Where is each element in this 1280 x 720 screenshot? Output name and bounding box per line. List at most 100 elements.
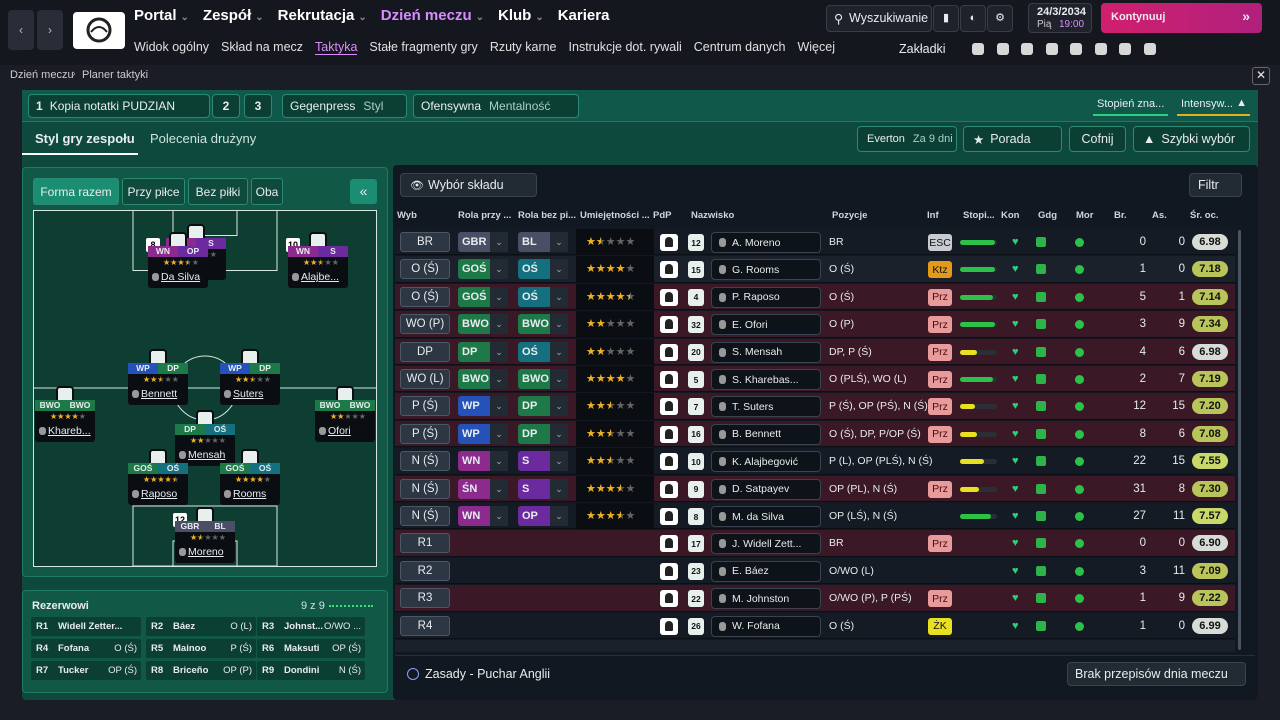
submenu-item[interactable]: Skład na mecz xyxy=(221,40,304,54)
info-badge[interactable]: Prz xyxy=(928,480,952,498)
info-badge[interactable]: Prz xyxy=(928,425,952,443)
selection-pill[interactable]: P (Ś) xyxy=(400,396,450,417)
selection-pill[interactable]: R2 xyxy=(400,560,450,581)
menu-item[interactable]: Kariera xyxy=(557,7,610,24)
name-box[interactable]: D. Satpayev xyxy=(711,478,821,500)
tactic-slot[interactable]: 2 xyxy=(212,94,240,118)
pitch-tab[interactable]: Oba xyxy=(251,178,283,205)
submenu-item[interactable]: Taktyka xyxy=(315,40,358,55)
info-badge[interactable]: Prz xyxy=(928,316,952,334)
selection-pill[interactable]: R3 xyxy=(400,588,450,609)
profile-icon[interactable] xyxy=(660,234,678,251)
name-box[interactable]: W. Fofana xyxy=(711,615,821,637)
quick-icon[interactable] xyxy=(1094,43,1107,55)
quick-icon[interactable] xyxy=(1021,43,1033,55)
name-box[interactable]: E. Ofori xyxy=(711,314,821,336)
column-header[interactable]: Rola bez pi... xyxy=(518,210,577,221)
menu-item[interactable]: Portal ⌄ xyxy=(134,7,189,24)
reserve-row[interactable]: R5 Mainoo P (Ś) xyxy=(146,639,256,658)
mentality-select[interactable]: Ofensywna Mentalność xyxy=(413,94,579,118)
table-row[interactable]: R3 22 M. Johnston O/WO (P), P (PŚ) Prz ♥ 1 9 7.2… xyxy=(395,585,1235,612)
name-box[interactable]: S. Mensah xyxy=(711,341,821,363)
name-box[interactable]: J. Widell Zett... xyxy=(711,533,821,555)
table-row[interactable]: R2 23 E. Báez O/WO (L) ♥ 3 11 7.09 xyxy=(395,557,1235,585)
info-badge[interactable]: Prz xyxy=(928,288,952,306)
profile-icon[interactable] xyxy=(660,398,678,416)
breadcrumb[interactable]: Dzień meczu xyxy=(10,69,74,81)
profile-icon[interactable] xyxy=(660,316,678,334)
selection-pill[interactable]: P (Ś) xyxy=(400,423,450,444)
tactic-slot[interactable]: 3 xyxy=(244,94,272,118)
style-select[interactable]: Gegenpress Styl xyxy=(282,94,407,118)
column-header[interactable]: Umiejętności ... xyxy=(580,210,650,221)
name-box[interactable]: A. Moreno xyxy=(711,232,821,253)
name-box[interactable]: G. Rooms xyxy=(711,259,821,281)
profile-icon[interactable] xyxy=(660,371,678,388)
close-button[interactable]: ✕ xyxy=(1252,67,1270,85)
regulations-button[interactable]: Brak przepisów dnia meczu xyxy=(1067,662,1246,686)
collapse-button[interactable]: « xyxy=(350,179,377,204)
table-row[interactable]: R4 26 W. Fofana O (Ś) ŻK ♥ 1 0 6.99 xyxy=(395,612,1235,639)
quick-icon[interactable] xyxy=(1119,43,1131,55)
profile-icon[interactable] xyxy=(660,535,678,553)
column-header[interactable]: PdP xyxy=(653,210,672,221)
toolbar-icon[interactable]: ◐ xyxy=(960,5,986,32)
pitch-tab[interactable]: Forma razem xyxy=(33,178,119,205)
tab[interactable]: Polecenia drużyny xyxy=(150,131,257,146)
submenu-item[interactable]: Widok ogólny xyxy=(134,40,210,54)
name-box[interactable]: P. Raposo xyxy=(711,286,821,308)
profile-icon[interactable] xyxy=(660,261,678,279)
column-header[interactable]: As. xyxy=(1152,210,1167,221)
quick-icon[interactable] xyxy=(972,43,984,55)
pitch-tab[interactable]: Przy piłce xyxy=(122,178,185,205)
quick-icon[interactable] xyxy=(996,43,1009,55)
profile-icon[interactable] xyxy=(660,590,678,608)
squad-picker[interactable]: 👁 Wybór składu xyxy=(400,173,537,197)
menu-item[interactable]: Zespół ⌄ xyxy=(202,7,264,24)
selection-pill[interactable]: WO (P) xyxy=(400,314,450,335)
info-badge[interactable]: Prz xyxy=(928,590,952,608)
column-header[interactable]: Nazwisko xyxy=(691,210,735,221)
reserve-row[interactable]: R3 Johnst... O/WO ... xyxy=(257,617,365,636)
info-badge[interactable]: ŻK xyxy=(928,617,952,635)
reserve-row[interactable]: R7 Tucker OP (Ś) xyxy=(31,661,141,680)
selection-pill[interactable]: O (Ś) xyxy=(400,286,450,307)
name-box[interactable]: E. Báez xyxy=(711,560,821,582)
column-header[interactable]: Kon xyxy=(1001,210,1020,221)
tactic-select[interactable]: 1 Kopia notatki PUDZIAN xyxy=(28,94,210,118)
profile-icon[interactable] xyxy=(660,425,678,443)
column-header[interactable]: Stopi... xyxy=(963,210,995,221)
quick-icon[interactable] xyxy=(1045,43,1058,55)
table-row[interactable]: R1 17 J. Widell Zett... BR Prz ♥ 0 0 6.90 xyxy=(395,530,1235,557)
name-box[interactable]: M. Johnston xyxy=(711,588,821,610)
info-badge[interactable]: Ktz xyxy=(928,261,952,279)
submenu-item[interactable]: Instrukcje dot. rywali xyxy=(568,40,682,54)
intensity[interactable]: Intensyw... ▲ xyxy=(1177,96,1250,116)
quick-icon[interactable] xyxy=(1143,43,1156,55)
reserve-row[interactable]: R8 Briceño OP (P) xyxy=(146,661,256,680)
name-box[interactable]: S. Kharebas... xyxy=(711,369,821,390)
selection-pill[interactable]: N (Ś) xyxy=(400,478,450,499)
filter-button[interactable]: Filtr xyxy=(1189,173,1242,197)
forward-button[interactable]: › xyxy=(37,10,63,50)
info-badge[interactable]: Prz xyxy=(928,371,952,388)
menu-item[interactable]: Dzień meczu ⌄ xyxy=(380,7,484,24)
profile-icon[interactable] xyxy=(660,453,678,471)
name-box[interactable]: K. Alajbegović xyxy=(711,451,821,473)
info-badge[interactable]: Prz xyxy=(928,535,952,553)
selection-pill[interactable]: BR xyxy=(400,232,450,252)
submenu-item[interactable]: Więcej xyxy=(797,40,835,54)
